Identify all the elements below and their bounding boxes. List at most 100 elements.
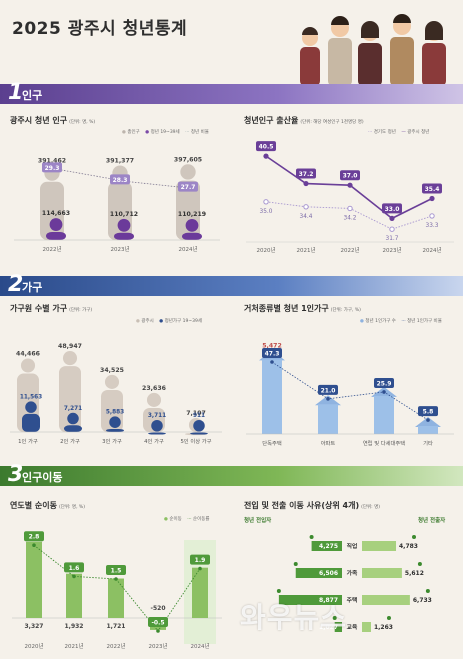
point-gwangju [303,180,309,187]
section-number: 3 [8,462,24,487]
bar-total-household-head [20,358,36,373]
bar-youth-household-head [193,420,205,432]
label-youth-household: 5,883 [106,409,124,415]
chart-youth-population: 391,462 114,663 2022년 391,377 110,712 2023년 39… [14,156,220,253]
bar-youth-population [114,232,134,240]
legend-in-migrants: 청년 전입자 [244,518,272,524]
line-net-migration-rate [33,544,201,632]
bar-youth-population-head [185,219,199,232]
legend-birth-rate: ··· 경기도 청년 — 광주시 청년 [368,130,430,135]
bar-total-household-head [104,374,120,389]
label-net-migration: -520 [150,605,165,612]
tick-household-size: 4인 가구 [144,437,164,445]
bar-total-household-head [146,392,162,407]
label-gwangju-badge [422,183,442,194]
legend-out-migrants: 청년 전출자 [418,518,446,524]
point-gwangju [389,215,395,221]
bar-youth-household-head [109,416,121,428]
tick-household-size: 2인 가구 [60,437,80,445]
point-single-household-ratio [426,418,430,422]
legend-youth-population: ● 총인구 ● 청년 19~39세 ··· 청년 비율 [122,130,209,135]
bar-in-migrants [311,541,342,551]
point-net-migration-rate [156,629,160,633]
runner-icon [425,589,430,593]
bar-out-migrants [362,595,410,605]
section-band-migration: 3 인구이동 [0,462,463,487]
label-in-migrants: 8,877 [319,597,338,604]
label-gwangju-badge [296,168,316,179]
label-gyeonggi: 33.3 [426,223,439,229]
tick-household-size: 1인 가구 [18,437,38,445]
runner-icon [417,562,422,566]
tick-year: 2024년 [190,642,209,650]
label-gwangju: 33.0 [385,206,400,213]
bar-in-migrants [334,622,342,632]
tick-year: 2020년 [256,246,275,254]
chart-household-size: 44,466 11,563 1인 가구 48,947 7,271 2인 가구 34,525 5… [10,343,222,445]
bar-youth-household [64,425,82,432]
label-youth-ratio: 28.3 [113,177,128,184]
runner-icon [276,589,281,593]
chart-title-net-migration: 연도별 순이동 (단위: 명, %) [10,501,85,510]
point-net-migration-rate [114,577,118,581]
label-net-migration: 3,327 [25,623,44,630]
label-single-household-ratio: 25.9 [377,380,392,387]
label-youth-population: 114,663 [42,210,70,217]
bar-youth-population [182,232,202,240]
label-net-migration-rate-badge [148,617,168,627]
runner-icon [309,535,314,539]
label-single-household-ratio: 47.3 [265,351,280,358]
label-single-household-ratio-badge [262,348,282,358]
tick-housing-type: 연립 및 다세대주택 [363,439,405,447]
bar-net-migration [66,573,82,618]
label-youth-population: 110,712 [110,211,138,218]
chart-migration-reasons: 4,275 4,783 직업 6,506 5,612 가족 8,877 6,733 주택 1,02… [276,535,432,632]
bar-youth-household-head [25,401,37,413]
label-single-household-ratio-badge [318,384,338,395]
label-total-household: 7,107 [186,410,206,417]
label-net-migration-rate-badge [64,562,84,573]
point-net-migration-rate [32,543,36,547]
person-1 [300,27,320,86]
label-gwangju: 37.0 [343,173,358,180]
person-3 [358,21,382,86]
section-label: 인구이동 [22,471,63,484]
section-band-household: 2 가구 [0,272,463,297]
label-single-household-ratio-badge [374,377,394,388]
label-youth-household: 7,271 [64,406,82,412]
tick-reason: 교육 [347,623,358,631]
chart-net-migration: 3,327 2020년 1,932 2021년 1,721 2022년 -520 2023년 2… [12,531,222,650]
tick-year: 2022년 [42,245,61,253]
bar-youth-household [106,428,124,432]
tick-housing-type: 아파트 [321,439,336,447]
label-youth-household: 3,711 [148,413,166,419]
label-total-household: 23,636 [142,385,166,392]
point-gyeonggi [389,226,395,232]
bar-in-migrants [278,595,342,605]
label-single-household-ratio-badge [418,406,438,417]
label-gwangju-badge [256,141,276,152]
tick-reason: 주택 [347,596,358,604]
bar-youth-household-head [67,412,79,425]
label-youth-ratio: 27.7 [181,184,196,191]
bar-youth-population-head [49,218,63,231]
page-title: 2025 광주시 청년통계 [12,19,188,39]
chart-title-migration-reasons: 전입 및 전출 이동 사유(상위 4개) (단위: 명) [244,501,381,510]
point-gyeonggi [303,204,309,210]
label-gyeonggi: 31.7 [386,236,399,242]
label-youth-household: 911 [193,413,205,419]
tick-year: 2020년 [24,642,43,650]
chart-title-youth-population: 광주시 청년 인구 (단위: 명, %) [10,116,96,125]
bar-net-migration [192,567,208,618]
label-out-migrants: 1,263 [374,624,393,631]
label-youth-ratio: 29.3 [45,165,60,172]
label-net-migration-rate: 2.8 [29,534,40,541]
label-gwangju: 35.4 [425,186,440,193]
tick-year: 2024년 [178,245,197,253]
label-in-migrants: 6,506 [319,570,338,577]
line-single-household-ratio [271,361,429,421]
point-gyeonggi [429,213,435,219]
watermark: 와우뉴스 [240,601,348,634]
section-label: 가구 [22,281,43,294]
bar-net-migration [26,541,42,618]
